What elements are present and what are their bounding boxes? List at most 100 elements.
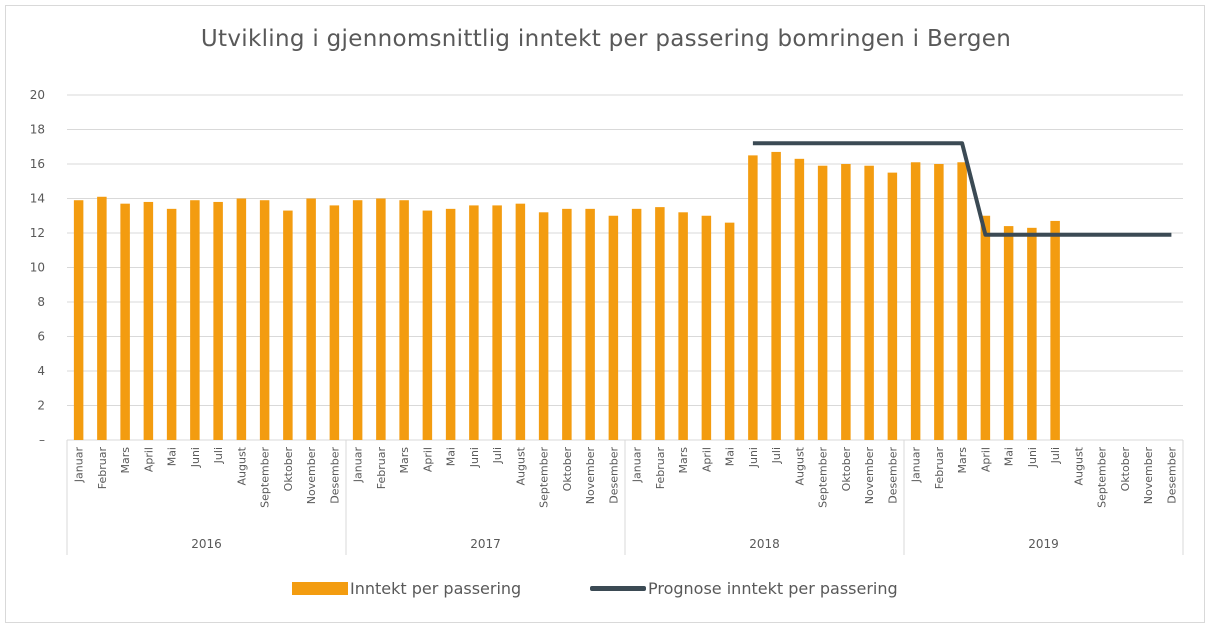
y-tick-label: 2 [37,399,45,413]
x-tick-label: Oktober [561,447,574,492]
x-tick-label: Desember [1165,447,1178,504]
y-tick-label: – [39,433,45,447]
bar [166,208,177,440]
bar [352,200,363,440]
bar [97,196,107,440]
bar [724,222,735,440]
x-tick-label: Mars [956,447,969,474]
x-tick-label: November [584,447,597,505]
x-tick-label: September [817,447,830,508]
bar [817,165,828,440]
bar [980,215,991,440]
x-tick-label: April [979,447,992,472]
x-tick-label: Mai [1003,447,1016,466]
year-label: 2017 [470,537,501,551]
x-tick-label: Mai [445,447,458,466]
x-tick-label: Oktober [282,447,295,492]
bar [73,200,84,440]
bar [492,205,502,440]
bar [841,164,851,440]
x-tick-label: Mars [119,447,132,474]
bar [399,200,409,440]
x-tick-label: August [514,446,527,485]
y-tick-label: 10 [30,261,45,275]
legend-line-label: Prognose inntekt per passering [648,578,898,598]
bar [515,203,526,440]
bar [445,208,456,440]
x-tick-label: Oktober [840,447,853,492]
bar [120,203,130,440]
legend-swatch-bar [292,581,348,595]
y-tick-label: 4 [37,364,45,378]
x-tick-label: Mai [724,447,737,466]
y-tick-label: 18 [30,123,45,137]
bar [864,165,874,440]
x-tick-label: Desember [886,447,899,504]
bar [585,208,595,440]
x-tick-label: September [259,447,272,508]
bar [794,158,805,440]
x-tick-label: Juli [770,447,783,464]
x-tick-label: Oktober [1119,447,1132,492]
bar [538,212,549,440]
x-tick-label: Juni [747,447,760,468]
legend-line: Prognose inntekt per passering [590,576,898,600]
x-tick-label: Februar [933,447,946,490]
x-tick-label: April [421,447,434,472]
x-tick-label: Januar [910,447,923,484]
bar [329,205,340,440]
bar [655,207,665,440]
bar [748,155,758,440]
x-tick-label: November [1142,447,1155,505]
bar [213,201,223,440]
bar [771,151,781,441]
x-tick-label: April [700,447,713,472]
bar [701,215,712,440]
bar [190,200,200,440]
y-tick-label: 16 [30,157,45,171]
bar [422,210,433,440]
x-tick-label: Juli [212,447,225,464]
x-tick-label: August [1072,446,1085,485]
bar [236,198,247,440]
bar [376,198,386,440]
y-tick-label: 20 [30,88,45,102]
forecast-line [752,141,1172,237]
x-tick-label: September [1096,447,1109,508]
y-tick-label: 12 [30,226,45,240]
x-tick-label: Juni [1026,447,1039,468]
bar [631,208,642,440]
legend-bar: Inntekt per passering [292,576,521,600]
bar [678,212,688,440]
x-tick-label: Mars [677,447,690,474]
x-tick-label: Juli [491,447,504,464]
x-tick-label: Januar [73,447,86,484]
x-tick-label: November [305,447,318,505]
legend-swatch-line [590,585,646,591]
legend-bar-label: Inntekt per passering [350,578,522,598]
bar [143,201,154,440]
year-label: 2019 [1028,537,1059,551]
bar [934,164,944,440]
x-tick-label: Juni [468,447,481,468]
x-tick-label: Desember [607,447,620,504]
x-tick-label: Januar [631,447,644,484]
bar [469,205,479,440]
x-tick-label: Januar [352,447,365,484]
bar [283,210,293,440]
bar [259,200,270,440]
x-tick-label: Februar [96,447,109,490]
bar [562,208,572,440]
y-tick-label: 8 [37,295,45,309]
bar [957,162,967,440]
x-tick-label: Februar [654,447,667,490]
bar [1003,226,1014,440]
bar [910,162,921,440]
year-label: 2016 [191,537,222,551]
x-tick-label: April [142,447,155,472]
bar [306,198,316,440]
x-tick-label: Mars [398,447,411,474]
bar [887,172,898,440]
year-label: 2018 [749,537,780,551]
